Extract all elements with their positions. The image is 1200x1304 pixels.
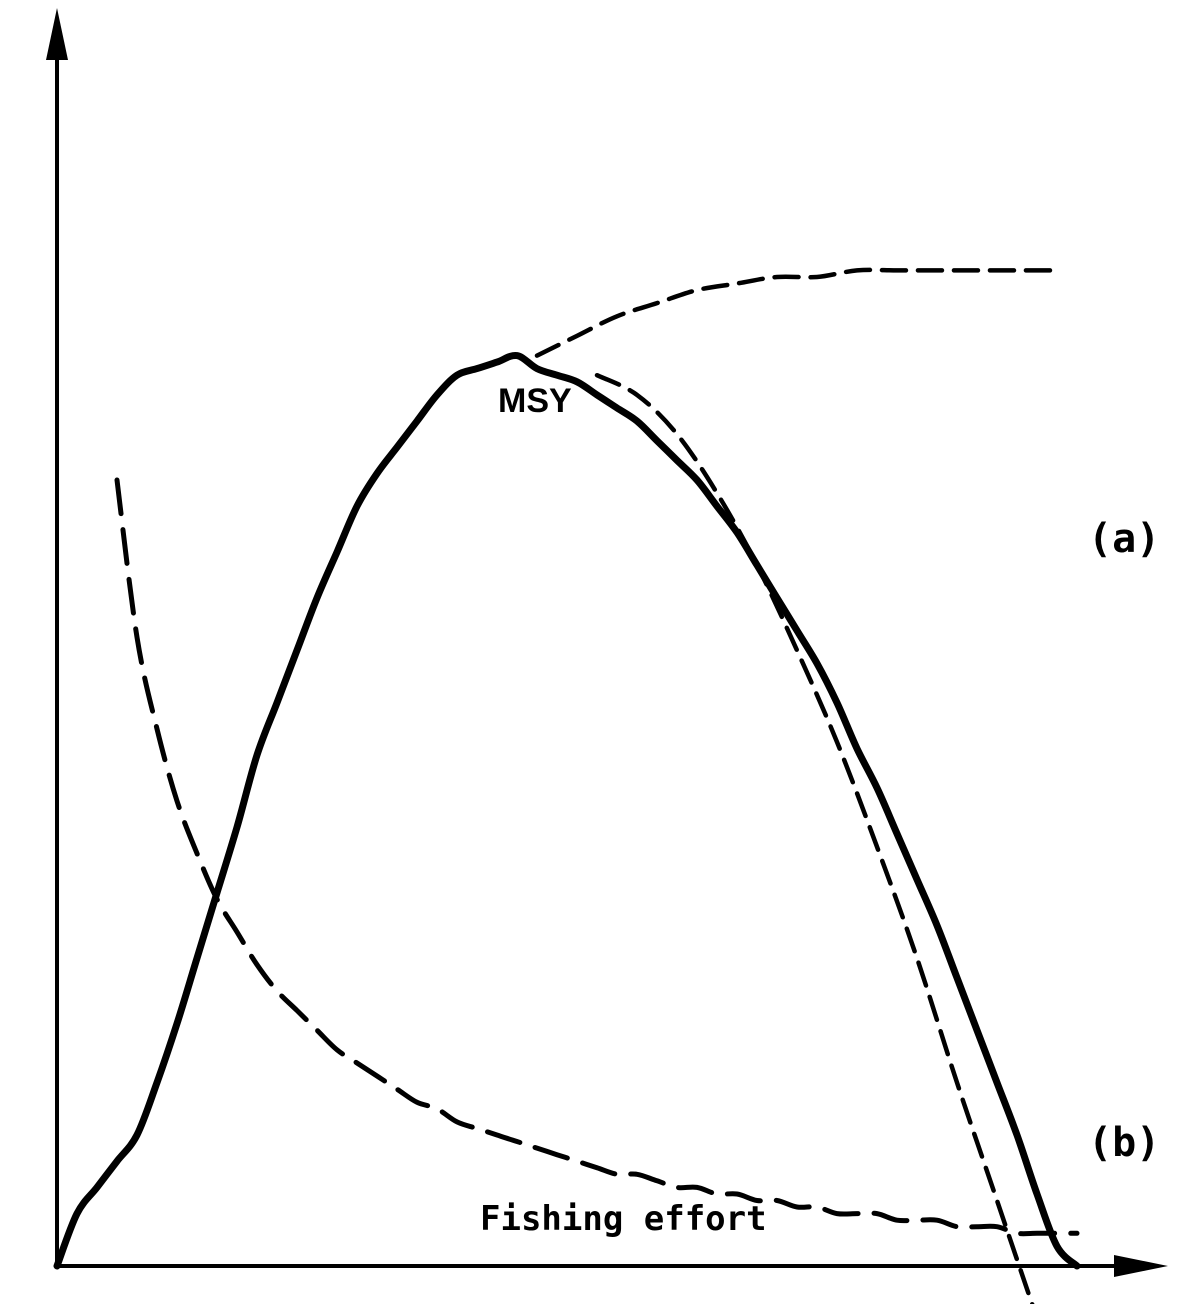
upper-dashed-curve — [537, 270, 1057, 356]
series-a-curve — [57, 355, 1077, 1266]
y-axis-arrow-icon — [46, 8, 68, 60]
chart-curves — [57, 270, 1077, 1304]
x-axis-arrow-icon — [1114, 1255, 1168, 1277]
series-b-curve — [117, 480, 1077, 1234]
msy-annotation: MSY — [498, 382, 572, 420]
lower-dashed-curve — [597, 375, 1037, 1304]
series-b-label: (b) — [1088, 1120, 1160, 1166]
x-axis-label: Fishing effort — [480, 1199, 767, 1239]
series-a-label: (a) — [1088, 516, 1160, 562]
